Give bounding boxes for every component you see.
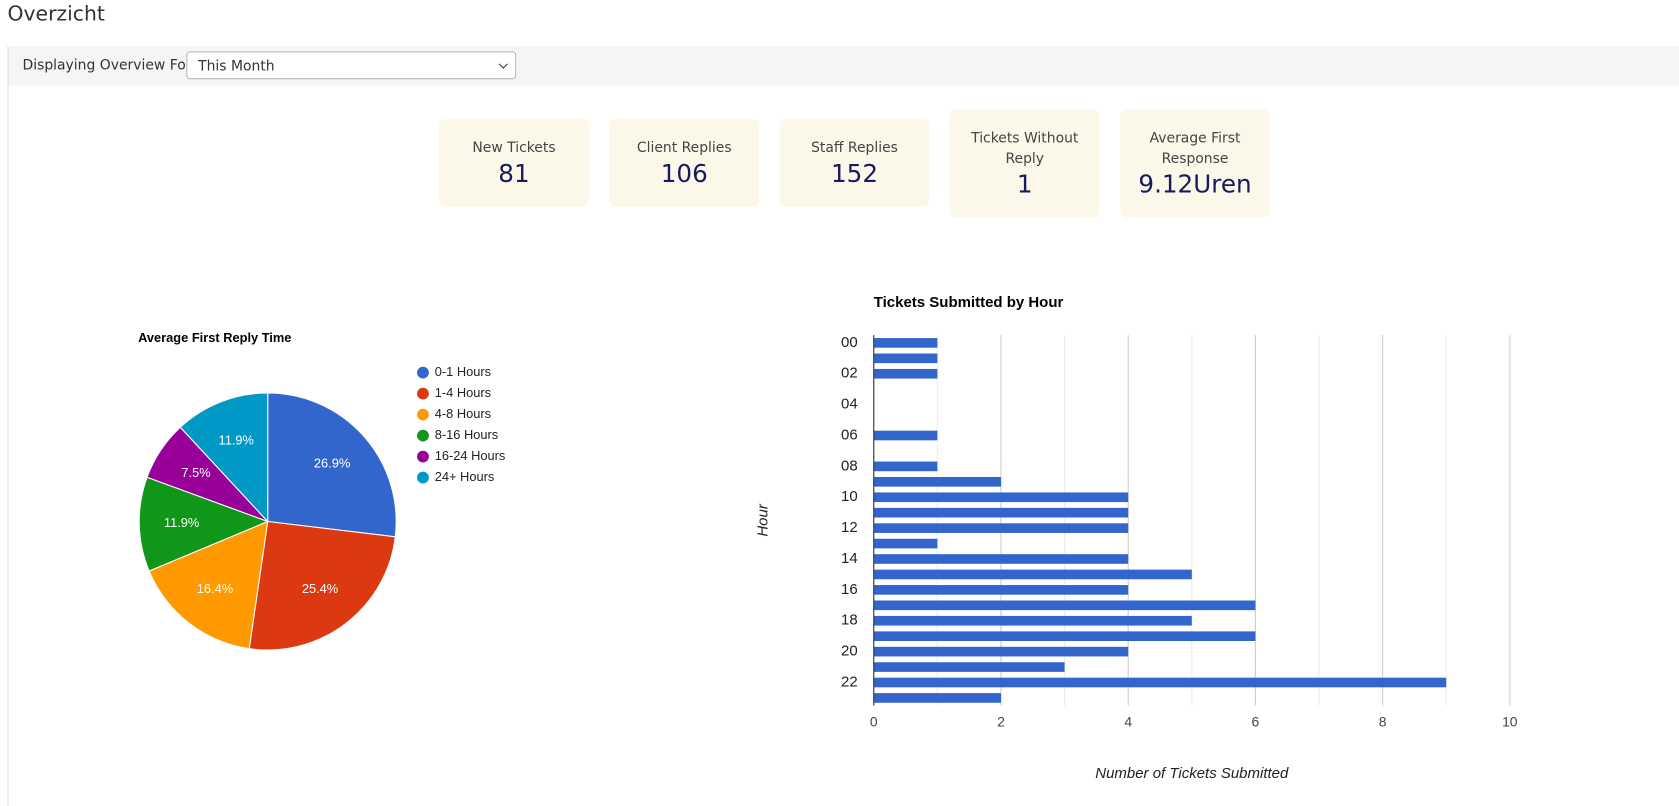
bar [873, 615, 1192, 626]
bar [873, 662, 1065, 672]
pie-slice [138, 476, 270, 572]
stat-card: Staff Replies 152 [779, 118, 930, 207]
slice-label: 11.9% [164, 515, 199, 530]
stat-value: 9.12Uren [1138, 170, 1252, 199]
pie-slice [179, 392, 269, 523]
slice-label: 16.4% [197, 581, 233, 596]
stat-label: Client Replies [636, 140, 732, 157]
chart-title: Average First Reply Time [138, 330, 291, 345]
bar [873, 677, 1447, 688]
legend-label: 16-24 Hours [435, 448, 506, 463]
slice-label: 25.4% [302, 581, 338, 596]
bar [873, 461, 938, 472]
y-tick-label: 14 [841, 550, 858, 567]
x-tick-label: 4 [1124, 713, 1132, 729]
x-tick-label: 10 [1502, 713, 1518, 729]
slice-label: 11.9% [219, 433, 254, 448]
stat-card: Average First Response 9.12Uren [1120, 108, 1270, 217]
bar [873, 353, 938, 364]
x-tick-label: 2 [997, 713, 1005, 729]
stat-label: Average First Response [1149, 130, 1241, 167]
legend-label: 24+ Hours [435, 469, 495, 484]
y-tick-label: 00 [841, 334, 858, 351]
legend-label: 8-16 Hours [435, 427, 498, 442]
legend-swatch [417, 450, 429, 463]
filter-bar: Displaying Overview For: This Month [8, 46, 1679, 86]
y-tick-label: 06 [841, 426, 858, 443]
pie-slice [267, 392, 397, 538]
y-tick-label: 22 [841, 673, 858, 690]
pie-slice [248, 520, 396, 651]
stat-card: Tickets Without Reply 1 [949, 108, 1100, 217]
bar [873, 476, 1001, 487]
slice-label: 7.5% [181, 465, 210, 480]
legend-swatch [417, 408, 429, 421]
stat-value: 81 [498, 160, 530, 189]
y-tick-label: 16 [841, 581, 858, 598]
bar [873, 430, 938, 441]
bar [873, 569, 1192, 580]
bar [873, 600, 1256, 611]
filter-label: Displaying Overview For: [22, 57, 196, 74]
bar [873, 492, 1129, 503]
stat-value: 152 [830, 160, 879, 189]
legend-swatch [417, 429, 429, 442]
y-tick-label: 10 [841, 488, 858, 505]
bar [873, 338, 938, 348]
legend-label: 0-1 Hours [435, 364, 491, 379]
content-frame [7, 46, 1679, 806]
pie-slice [148, 520, 269, 650]
slice-label: 26.9% [314, 456, 350, 471]
legend-label: 1-4 Hours [435, 385, 491, 400]
stat-cards: New Tickets 81 Client Replies 106 Staff Repl… [439, 106, 1270, 220]
bar [873, 368, 938, 379]
y-tick-label: 18 [841, 612, 858, 629]
stat-card: Client Replies 106 [609, 118, 760, 207]
x-tick-label: 8 [1379, 713, 1387, 729]
page-title: Overzicht [7, 2, 105, 26]
bar [873, 554, 1129, 564]
y-tick-label: 08 [841, 457, 858, 474]
x-tick-label: 0 [870, 713, 878, 729]
y-tick-label: 02 [841, 365, 858, 382]
stat-value: 1 [1016, 170, 1033, 199]
bar [873, 538, 938, 549]
legend-label: 4-8 Hours [435, 406, 491, 421]
stat-label: New Tickets [472, 140, 556, 157]
stat-value: 106 [660, 160, 708, 189]
y-axis-title: Hour [754, 503, 771, 536]
bar [873, 646, 1129, 657]
period-select[interactable]: This Month [186, 51, 517, 80]
chart-title: Tickets Submitted by Hour [874, 294, 1064, 311]
legend-swatch [417, 387, 429, 400]
y-tick-label: 20 [841, 643, 858, 660]
legend-swatch [417, 471, 429, 484]
stat-card: New Tickets 81 [439, 118, 589, 207]
stat-label: Tickets Without Reply [971, 130, 1079, 167]
bar [873, 693, 1001, 703]
stat-label: Staff Replies [811, 140, 898, 157]
bar [873, 507, 1129, 518]
legend-swatch [417, 366, 429, 379]
x-axis-title: Number of Tickets Submitted [1095, 765, 1289, 782]
bar [873, 523, 1129, 533]
x-tick-label: 6 [1252, 713, 1260, 729]
y-tick-label: 12 [841, 519, 858, 536]
bar [873, 585, 1129, 595]
bar [873, 631, 1256, 642]
y-tick-label: 04 [841, 396, 858, 413]
